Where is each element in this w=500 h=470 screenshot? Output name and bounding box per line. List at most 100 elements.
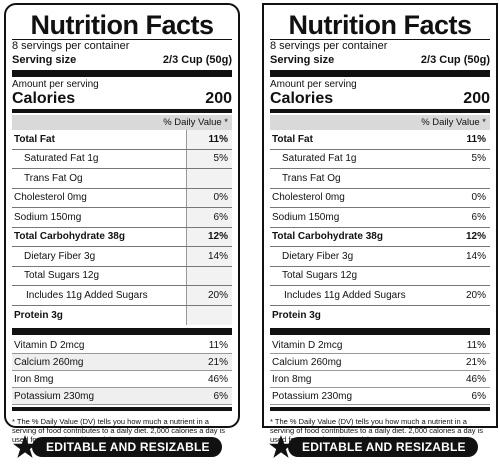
nutrient-name: Cholesterol 0mg bbox=[14, 192, 87, 204]
nutrient-dv: 11% bbox=[186, 130, 232, 149]
calories-value: 200 bbox=[205, 90, 232, 107]
nutrient-name: Sodium 150mg bbox=[14, 211, 82, 223]
vitamin-row: Iron 8mg 46% bbox=[12, 371, 232, 388]
serving-size-value: 2/3 Cup (50g) bbox=[162, 54, 232, 66]
vitamin-row: Vitamin D 2mcg 11% bbox=[270, 337, 490, 354]
nutrient-name: Includes 11g Added Sugars bbox=[284, 289, 406, 301]
vitamin-row: Iron 8mg 46% bbox=[270, 371, 490, 388]
nutrient-name: Total Fat bbox=[272, 133, 313, 145]
divider-medium bbox=[12, 109, 232, 113]
nutrient-name: Protein 3g bbox=[272, 309, 321, 321]
divider-medium bbox=[270, 109, 490, 113]
nutrient-dv: 12% bbox=[186, 227, 232, 246]
divider-thick bbox=[12, 70, 232, 77]
nutrient-dv bbox=[444, 267, 490, 286]
nutrient-dv: 0% bbox=[471, 192, 486, 204]
nutrition-label-right: Nutrition Facts 8 servings per container… bbox=[262, 3, 498, 444]
nutrient-dv: 20% bbox=[465, 289, 486, 301]
nutrient-dv bbox=[444, 169, 490, 188]
amount-per-serving: Amount per serving bbox=[12, 79, 99, 90]
editable-badge-right: EDITABLE AND RESIZABLE bbox=[268, 435, 478, 458]
nutrient-row: Total Fat 11% bbox=[270, 130, 490, 150]
nutrient-dv: 12% bbox=[465, 231, 486, 243]
divider bbox=[12, 39, 232, 40]
nutrient-dv: 6% bbox=[471, 211, 486, 223]
serving-size: Serving size 2/3 Cup (50g) bbox=[12, 53, 232, 67]
nutrient-row: Dietary Fiber 3g 14% bbox=[270, 247, 490, 267]
star-icon bbox=[269, 435, 293, 458]
nutrient-dv: 0% bbox=[186, 188, 232, 207]
nutrient-name: Trans Fat Og bbox=[24, 172, 83, 184]
nutrient-name: Saturated Fat 1g bbox=[282, 153, 357, 165]
vitamin-dv: 11% bbox=[466, 339, 486, 351]
vitamin-row: Calcium 260mg 21% bbox=[12, 354, 232, 371]
nutrient-dv: 14% bbox=[186, 247, 232, 266]
badge-text: EDITABLE AND RESIZABLE bbox=[32, 437, 222, 457]
nutrient-list: Total Fat 11% Saturated Fat 1g 5% Trans Fa… bbox=[270, 130, 490, 325]
serving-size-label: Serving size bbox=[270, 54, 335, 66]
vitamin-row: Potassium 230mg 6% bbox=[12, 388, 232, 405]
nutrient-name: Cholesterol 0mg bbox=[272, 192, 345, 204]
vitamin-name: Vitamin D 2mcg bbox=[272, 339, 343, 351]
calories-label: Calories bbox=[270, 90, 334, 107]
nutrient-name: Protein 3g bbox=[14, 309, 63, 321]
calories-row: Calories 200 bbox=[270, 90, 490, 107]
nutrient-dv bbox=[186, 305, 232, 325]
nutrient-row: Saturated Fat 1g 5% bbox=[270, 150, 490, 169]
nutrient-list: Total Fat 11% Saturated Fat 1g 5% Trans Fa… bbox=[12, 130, 232, 325]
calories-label: Calories bbox=[12, 90, 76, 107]
star-icon bbox=[13, 435, 37, 458]
nutrient-row: Dietary Fiber 3g 14% bbox=[12, 247, 232, 267]
calories-row: Calories 200 bbox=[12, 90, 232, 107]
vitamin-dv: 6% bbox=[471, 390, 486, 402]
nutrient-name: Sodium 150mg bbox=[272, 211, 340, 223]
divider-medium bbox=[270, 407, 490, 411]
nutrient-row: Trans Fat Og bbox=[12, 169, 232, 189]
servings-per-container: 8 servings per container bbox=[270, 40, 388, 52]
vitamin-name: Potassium 230mg bbox=[272, 390, 353, 402]
label-title: Nutrition Facts bbox=[30, 10, 214, 40]
nutrient-row: Total Sugars 12g bbox=[270, 267, 490, 286]
vitamin-name: Potassium 230mg bbox=[14, 390, 95, 402]
serving-size: Serving size 2/3 Cup (50g) bbox=[270, 53, 490, 67]
nutrient-name: Trans Fat Og bbox=[282, 172, 341, 184]
nutrient-dv bbox=[444, 306, 490, 326]
nutrient-row: Cholesterol 0mg 0% bbox=[12, 188, 232, 208]
vitamin-dv: 11% bbox=[208, 339, 228, 351]
nutrient-dv bbox=[186, 266, 232, 285]
daily-value-header: % Daily Value * bbox=[270, 115, 490, 130]
nutrient-name: Total Carbohydrate 38g bbox=[272, 231, 383, 243]
nutrient-dv: 6% bbox=[186, 208, 232, 227]
serving-size-label: Serving size bbox=[12, 54, 77, 66]
servings-per-container: 8 servings per container bbox=[12, 40, 130, 52]
vitamin-name: Calcium 260mg bbox=[272, 356, 342, 368]
divider-thick bbox=[12, 328, 232, 335]
vitamin-name: Iron 8mg bbox=[272, 373, 312, 385]
nutrient-dv: 20% bbox=[186, 286, 232, 305]
nutrient-name: Total Fat bbox=[14, 133, 55, 145]
vitamin-row: Potassium 230mg 6% bbox=[270, 388, 490, 405]
nutrient-row: Total Carbohydrate 38g 12% bbox=[12, 227, 232, 247]
nutrient-row: Protein 3g bbox=[270, 306, 490, 326]
vitamin-dv: 21% bbox=[465, 356, 486, 368]
vitamin-row: Vitamin D 2mcg 11% bbox=[12, 337, 232, 354]
nutrient-row: Includes 11g Added Sugars 20% bbox=[12, 286, 232, 306]
divider-thick bbox=[270, 328, 490, 335]
vitamin-dv: 6% bbox=[213, 390, 228, 402]
vitamin-name: Iron 8mg bbox=[14, 373, 54, 385]
nutrient-row: Sodium 150mg 6% bbox=[12, 208, 232, 228]
nutrition-label-left: Nutrition Facts 8 servings per container… bbox=[4, 3, 240, 444]
calories-value: 200 bbox=[463, 90, 490, 107]
nutrient-name: Total Sugars 12g bbox=[24, 270, 100, 282]
badge-text: EDITABLE AND RESIZABLE bbox=[288, 437, 478, 457]
vitamin-name: Vitamin D 2mcg bbox=[14, 339, 85, 351]
nutrient-name: Total Carbohydrate 38g bbox=[14, 231, 125, 243]
nutrient-name: Dietary Fiber 3g bbox=[282, 250, 354, 262]
vitamin-name: Calcium 260mg bbox=[14, 356, 84, 368]
editable-badge-left: EDITABLE AND RESIZABLE bbox=[12, 435, 222, 458]
vitamin-list: Vitamin D 2mcg 11% Calcium 260mg 21% Iron … bbox=[12, 337, 232, 405]
amount-per-serving: Amount per serving bbox=[270, 79, 357, 90]
vitamin-row: Calcium 260mg 21% bbox=[270, 354, 490, 371]
nutrient-dv: 5% bbox=[186, 149, 232, 168]
divider-thick bbox=[270, 70, 490, 77]
